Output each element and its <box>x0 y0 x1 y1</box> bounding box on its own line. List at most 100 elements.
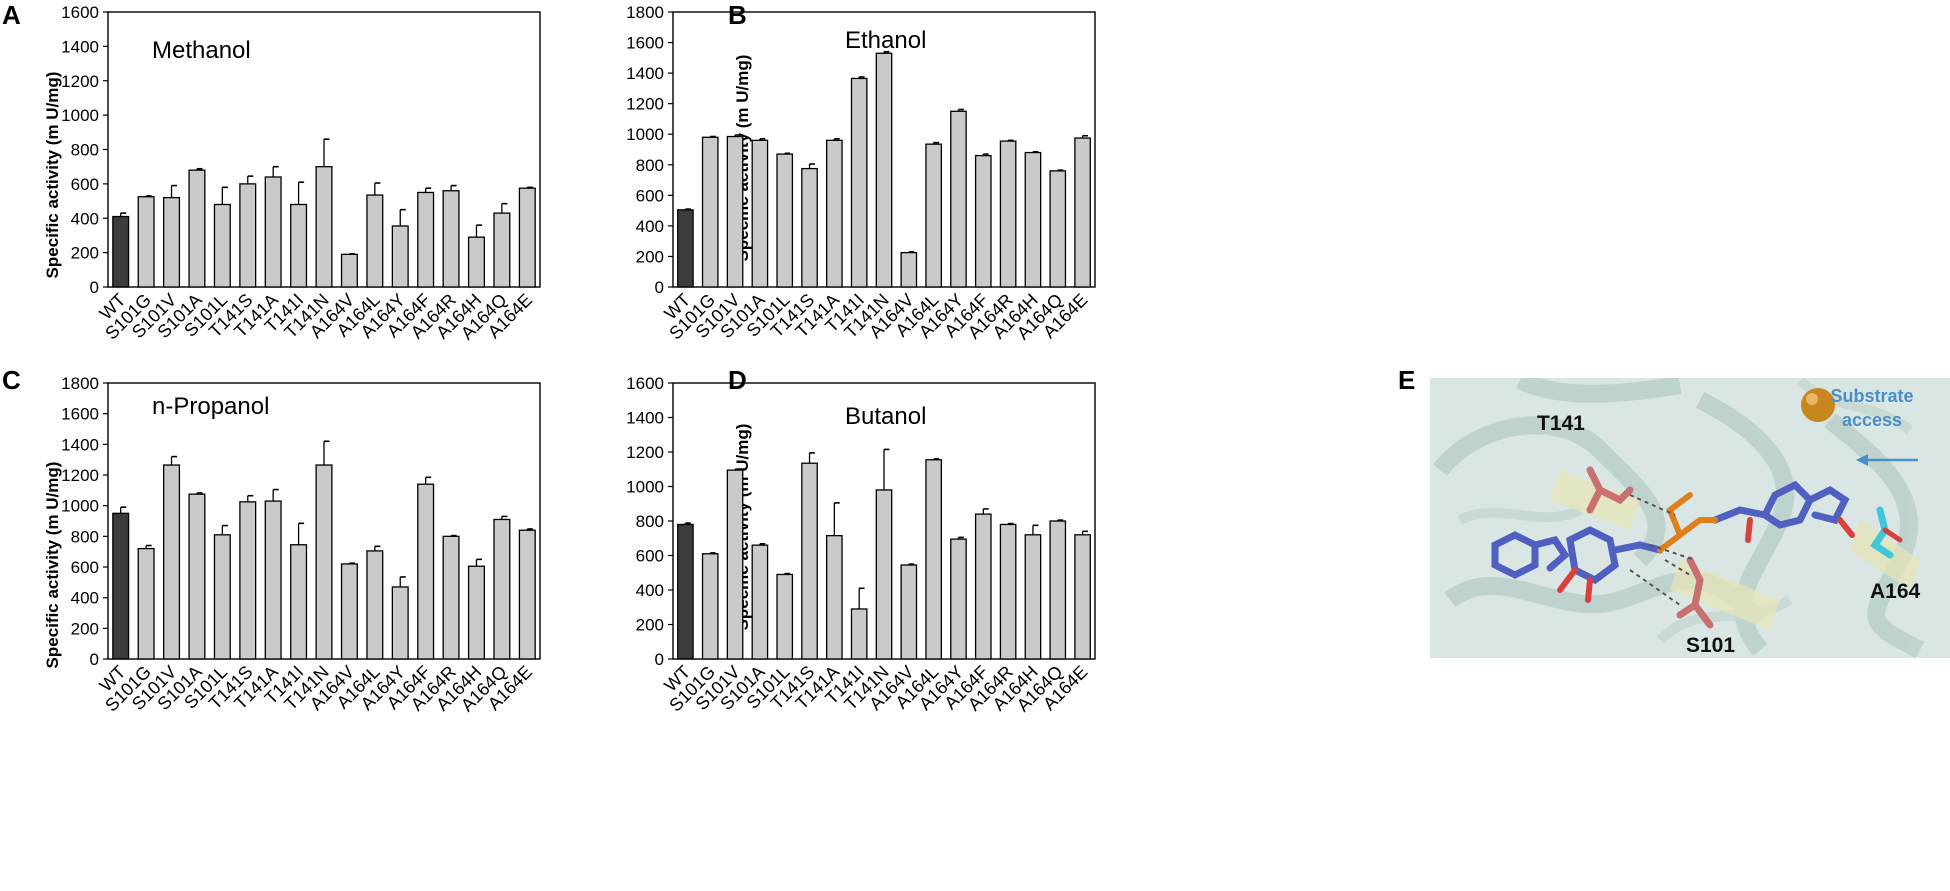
y-tick-label: 1800 <box>626 3 664 22</box>
bar-s101v <box>726 135 744 288</box>
bar-t141a <box>826 139 843 288</box>
bar-t141s <box>239 501 257 660</box>
bar-a164h <box>1024 151 1042 288</box>
y-tick-label: 600 <box>71 558 99 577</box>
y-tick-label: 1600 <box>61 3 99 22</box>
bar-a164q <box>1049 170 1067 288</box>
y-tick-label: 1200 <box>61 72 99 91</box>
y-tick-label: 800 <box>71 141 99 160</box>
bar-a164r <box>999 140 1017 288</box>
bar-a164f <box>974 513 992 660</box>
y-tick-label: 1600 <box>626 34 664 53</box>
y-tick-label: 400 <box>71 209 99 228</box>
bar-a164v <box>900 251 918 288</box>
substrate-access-label-line1: Substrate <box>1830 386 1913 406</box>
y-tick-label: 1400 <box>61 37 99 56</box>
panel-a-chart: A Methanol Specific activity (m U/mg) 0 2… <box>2 0 541 343</box>
bar-a164f <box>417 191 435 288</box>
y-tick-label: 1600 <box>626 374 664 393</box>
bar-s101a <box>751 139 769 288</box>
bar-s101l <box>213 534 231 660</box>
bar-a164v <box>340 563 358 660</box>
panel-e-label: E <box>1398 365 1415 395</box>
y-tick-label: 400 <box>636 217 664 236</box>
bar-a164l <box>366 194 384 288</box>
panel-c-title: n-Propanol <box>152 393 269 420</box>
bar-t141s <box>801 462 818 660</box>
bar-s101l <box>776 573 794 660</box>
bar-t141s <box>801 167 818 288</box>
bar-a164q <box>1049 520 1067 660</box>
panel-c-chart: C n-Propanol Specific activity (m U/mg) … <box>2 365 541 715</box>
panel-d-chart: D Butanol Specific activity (m U/mg) 020… <box>626 365 1096 715</box>
panel-c-plot: 020040060080010001200140016001800WTS101G… <box>61 374 541 715</box>
bar-s101g <box>701 553 719 660</box>
phosphate-bridge <box>1657 492 1718 553</box>
bar-a164r <box>442 190 460 288</box>
hydrogen-bonds <box>1629 494 1696 606</box>
bar-t141i <box>290 203 308 288</box>
bar-s101a <box>751 544 769 660</box>
bar-a164v <box>900 564 918 660</box>
bar-a164y <box>950 538 967 660</box>
y-tick-label: 1400 <box>626 64 664 83</box>
y-tick-label: 800 <box>636 512 664 531</box>
y-tick-label: 1400 <box>61 435 99 454</box>
bar-a164f <box>974 154 992 288</box>
y-tick-label: 200 <box>71 619 99 638</box>
bar-s101g <box>137 196 155 288</box>
y-tick-label: 1200 <box>626 95 664 114</box>
y-tick-label: 200 <box>636 247 664 266</box>
y-tick-label: 600 <box>71 175 99 194</box>
bar-wt <box>677 209 694 288</box>
y-tick-label: 0 <box>90 278 99 297</box>
bar-t141a <box>264 500 282 660</box>
panel-a-title: Methanol <box>152 37 251 64</box>
bar-t141s <box>239 183 257 288</box>
y-tick-label: 200 <box>71 244 99 263</box>
y-tick-label: 800 <box>71 527 99 546</box>
panel-b-chart: B Ethanol Specific activity (m U/mg) 020… <box>626 0 1096 343</box>
bar-s101v <box>163 196 181 288</box>
bar-t141n <box>875 489 893 660</box>
bar-s101a <box>188 493 206 660</box>
bar-a164h <box>1024 534 1042 660</box>
panel-b-label: B <box>728 0 747 30</box>
bar-a164y <box>391 225 409 288</box>
bar-wt <box>677 523 694 660</box>
bar-a164e <box>518 187 536 288</box>
y-tick-label: 1800 <box>61 374 99 393</box>
y-tick-label: 0 <box>90 650 99 669</box>
y-tick-label: 600 <box>636 186 664 205</box>
y-tick-label: 800 <box>636 156 664 175</box>
bar-t141i <box>290 544 308 660</box>
panel-a-label: A <box>2 0 21 30</box>
residue-label-t141: T141 <box>1537 412 1585 435</box>
bar-wt <box>112 215 130 288</box>
bar-a164l <box>925 459 942 660</box>
panel-c-label: C <box>2 365 21 395</box>
y-tick-label: 1000 <box>61 106 99 125</box>
y-tick-label: 400 <box>71 589 99 608</box>
bar-s101g <box>701 136 719 288</box>
y-tick-label: 1000 <box>61 497 99 516</box>
bar-a164f <box>417 483 435 660</box>
bar-a164l <box>366 550 384 660</box>
bar-a164q <box>493 518 511 660</box>
t141-residue <box>1586 466 1634 514</box>
cofactor-sticks <box>1491 480 1850 585</box>
panel-d-label: D <box>728 365 747 395</box>
bar-s101v <box>726 469 744 660</box>
bar-a164r <box>442 535 460 660</box>
y-tick-label: 600 <box>636 547 664 566</box>
bar-a164y <box>391 586 409 660</box>
y-tick-label: 1000 <box>626 125 664 144</box>
bar-s101a <box>188 169 206 288</box>
panel-c-ylabel: Specific activity (m U/mg) <box>43 462 62 669</box>
bar-a164v <box>340 253 358 288</box>
bar-a164e <box>1074 534 1091 660</box>
y-tick-label: 1000 <box>626 478 664 497</box>
panel-d-title: Butanol <box>845 403 926 430</box>
bar-t141n <box>315 166 333 288</box>
